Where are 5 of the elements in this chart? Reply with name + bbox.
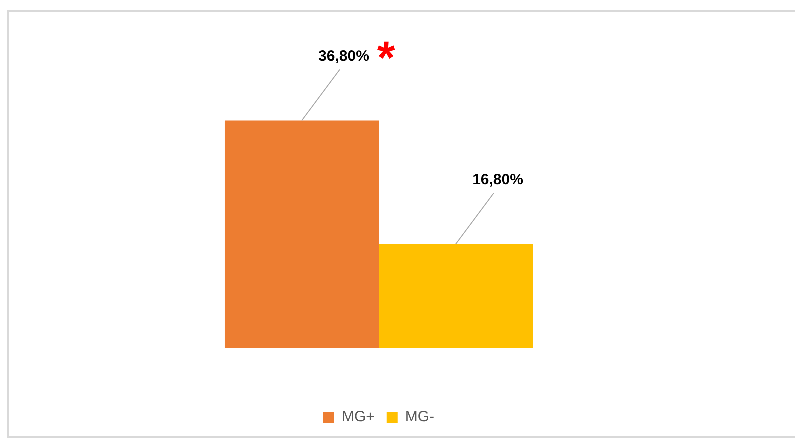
data-label: 16,80% <box>472 171 524 188</box>
legend-label: MG+ <box>342 408 376 426</box>
data-label: 36,80% <box>318 48 370 65</box>
text: * <box>377 31 396 84</box>
legend-label: MG- <box>405 408 435 426</box>
